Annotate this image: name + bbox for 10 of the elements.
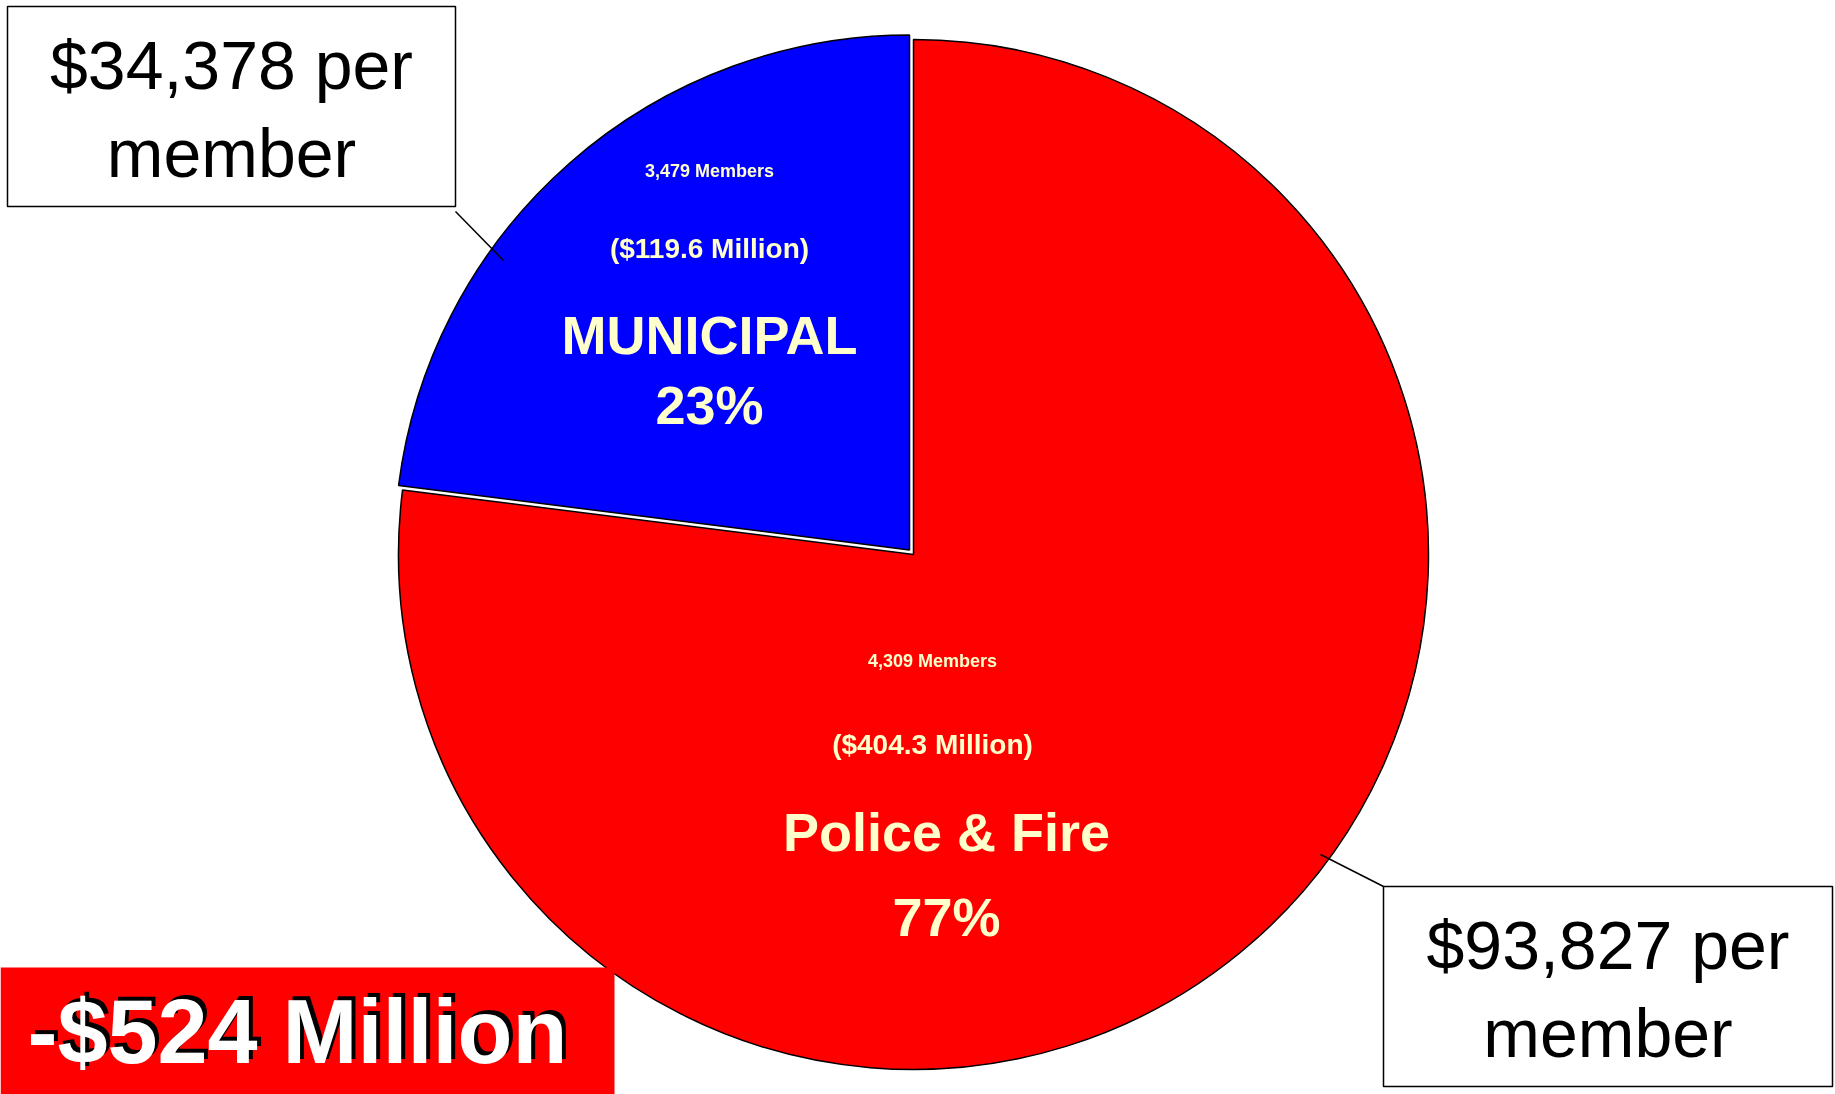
text: 3,479 Members: [644, 160, 775, 181]
text: ($404.3 Million): [832, 729, 1033, 760]
data-label: 23%: [655, 374, 764, 435]
slice-label: MUNICIPAL: [561, 304, 858, 365]
text: ($119.6 Million): [609, 233, 810, 264]
slice-label: Police & Fire: [782, 801, 1111, 862]
text: $93,827 per member: [1426, 906, 1790, 1071]
data-label: 77%: [892, 886, 1001, 947]
text: $34,378 per member: [50, 26, 413, 191]
text: 4,309 Members: [867, 650, 998, 671]
